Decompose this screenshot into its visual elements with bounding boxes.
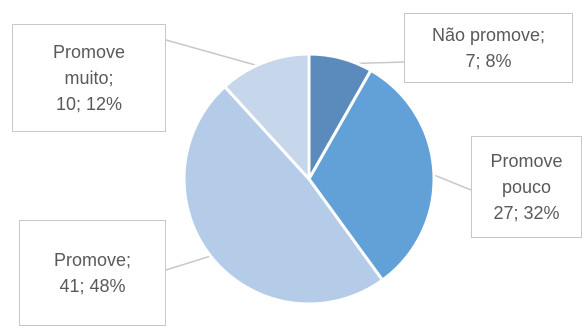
label-line: Promove: [490, 150, 563, 171]
pie-slice-promove-pouco: [307, 68, 436, 283]
label-line: pouco: [501, 176, 552, 197]
pie-slice-promove-muito: [222, 52, 311, 183]
label-line: 7; 8%: [465, 51, 512, 71]
label-promove-muito: Promove muito; 10; 12%: [12, 24, 166, 132]
label-line: Promove;: [53, 249, 132, 270]
label-line: Não promove;: [431, 24, 546, 45]
label-line: Promove: [52, 41, 126, 62]
pie-slice-promove: [182, 84, 385, 306]
label-promove: Promove; 41; 48%: [19, 220, 166, 326]
label-line: 10; 12%: [55, 94, 123, 115]
label-promove-pouco: Promove pouco 27; 32%: [471, 136, 582, 238]
leader-line: [165, 253, 217, 271]
label-line: muito;: [64, 67, 114, 88]
label-line: 27; 32%: [493, 203, 560, 224]
pie-slices: [182, 52, 436, 306]
label-nao-promove: Não promove; 7; 8%: [404, 13, 573, 83]
label-line: 41; 48%: [59, 276, 126, 296]
leader-line: [165, 39, 267, 69]
